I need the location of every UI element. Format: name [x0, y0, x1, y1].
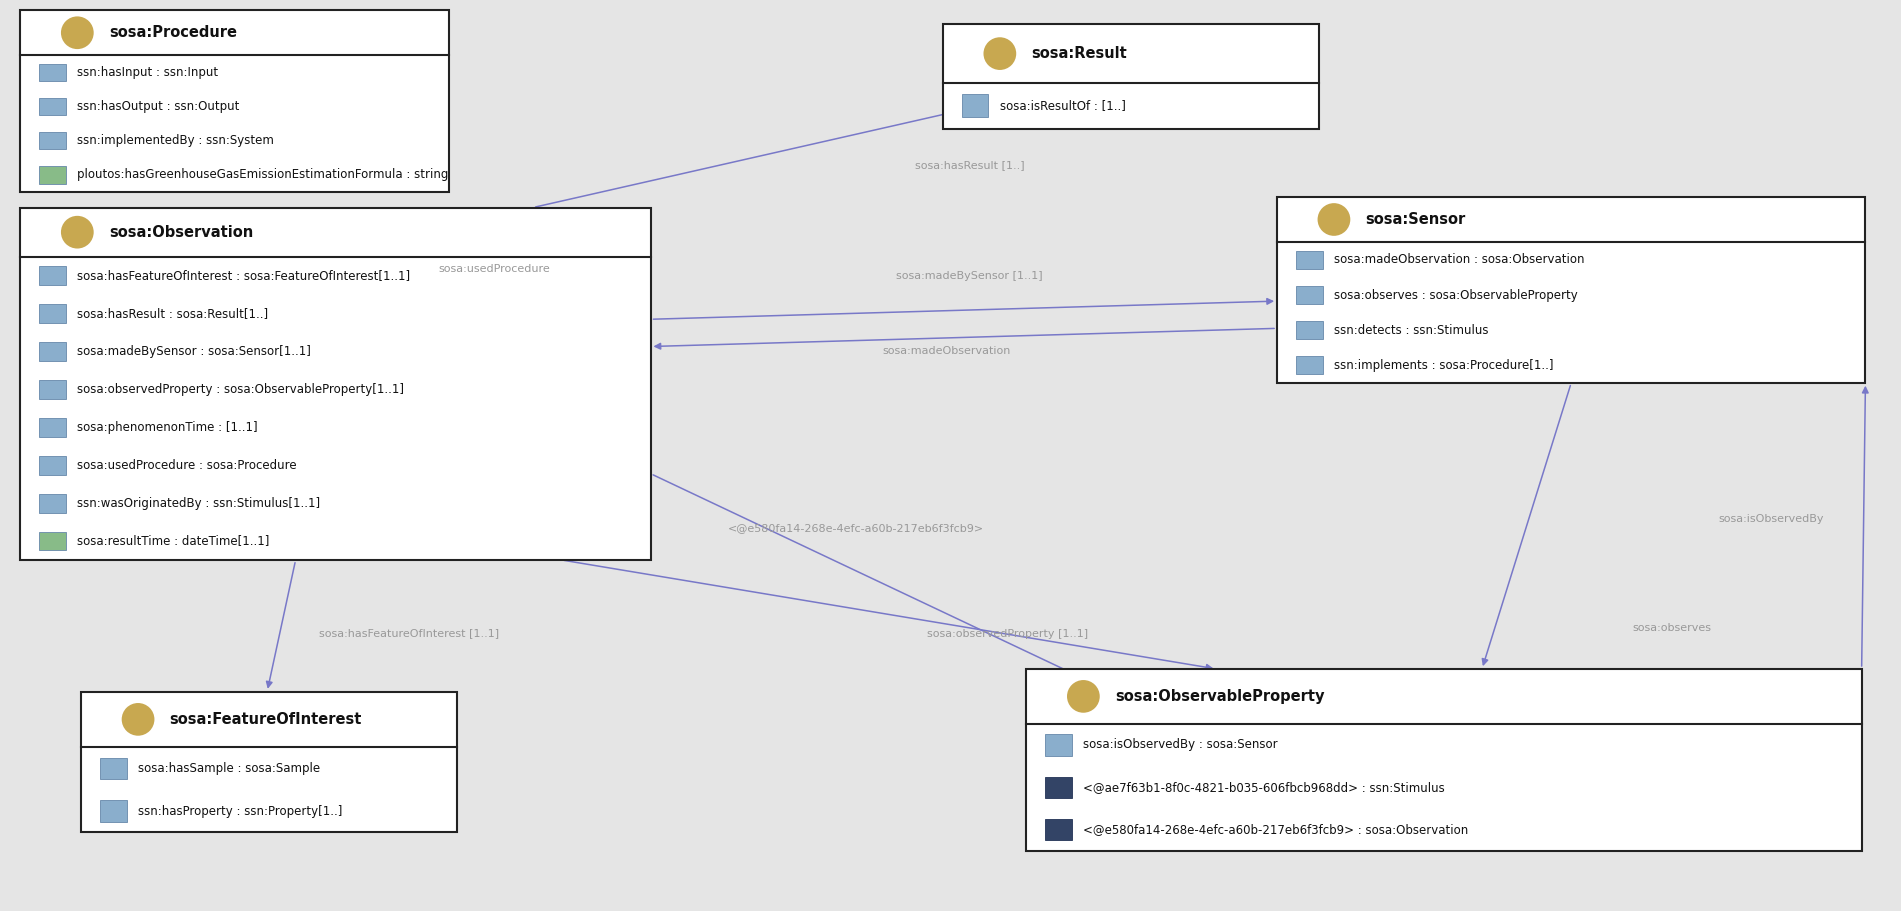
Text: sosa:usedProcedure : sosa:Procedure: sosa:usedProcedure : sosa:Procedure: [78, 459, 297, 472]
Bar: [21, 10, 449, 192]
Bar: [40, 97, 67, 115]
Bar: [40, 266, 67, 285]
Bar: [40, 380, 67, 399]
Text: sosa:madeBySensor : sosa:Sensor[1..1]: sosa:madeBySensor : sosa:Sensor[1..1]: [78, 345, 312, 358]
Bar: [40, 342, 67, 361]
Bar: [962, 95, 989, 118]
Text: sosa:isObservedBy : sosa:Sensor: sosa:isObservedBy : sosa:Sensor: [1084, 739, 1277, 752]
Text: ssn:hasProperty : ssn:Property[1..]: ssn:hasProperty : ssn:Property[1..]: [139, 804, 342, 817]
Bar: [40, 456, 67, 475]
Bar: [1296, 322, 1323, 339]
Bar: [1296, 286, 1323, 303]
Text: sosa:Sensor: sosa:Sensor: [1365, 212, 1466, 227]
Text: sosa:phenomenonTime : [1..1]: sosa:phenomenonTime : [1..1]: [78, 421, 259, 434]
Text: <@ae7f63b1-8f0c-4821-b035-606fbcb968dd> : ssn:Stimulus: <@ae7f63b1-8f0c-4821-b035-606fbcb968dd> …: [1084, 781, 1445, 793]
Ellipse shape: [1066, 680, 1101, 712]
Ellipse shape: [61, 216, 93, 249]
Bar: [1046, 734, 1072, 755]
Bar: [21, 208, 650, 560]
Text: sosa:hasFeatureOfInterest : sosa:FeatureOfInterest[1..1]: sosa:hasFeatureOfInterest : sosa:Feature…: [78, 270, 411, 282]
Text: sosa:isObservedBy: sosa:isObservedBy: [1719, 514, 1823, 524]
Bar: [40, 304, 67, 323]
Text: sosa:observedProperty [1..1]: sosa:observedProperty [1..1]: [928, 630, 1087, 640]
Text: <@e580fa14-268e-4efc-a60b-217eb6f3fcb9>: <@e580fa14-268e-4efc-a60b-217eb6f3fcb9>: [728, 523, 983, 533]
Text: sosa:observes : sosa:ObservableProperty: sosa:observes : sosa:ObservableProperty: [1335, 289, 1578, 302]
Text: sosa:usedProcedure: sosa:usedProcedure: [437, 264, 549, 274]
Text: sosa:hasResult : sosa:Result[1..]: sosa:hasResult : sosa:Result[1..]: [78, 307, 268, 320]
Bar: [1296, 356, 1323, 374]
Text: sosa:Result: sosa:Result: [1032, 46, 1127, 61]
Text: sosa:FeatureOfInterest: sosa:FeatureOfInterest: [169, 711, 361, 727]
Bar: [40, 494, 67, 513]
Text: sosa:Procedure: sosa:Procedure: [108, 26, 238, 40]
Text: sosa:observedProperty : sosa:ObservableProperty[1..1]: sosa:observedProperty : sosa:ObservableP…: [78, 383, 405, 396]
Text: ssn:hasOutput : ssn:Output: ssn:hasOutput : ssn:Output: [78, 100, 240, 113]
Text: sosa:Observation: sosa:Observation: [108, 225, 253, 240]
Ellipse shape: [122, 703, 154, 736]
Bar: [40, 418, 67, 436]
Text: ssn:hasInput : ssn:Input: ssn:hasInput : ssn:Input: [78, 66, 219, 78]
Bar: [1296, 251, 1323, 269]
Text: sosa:madeObservation : sosa:Observation: sosa:madeObservation : sosa:Observation: [1335, 253, 1584, 266]
Bar: [40, 167, 67, 183]
Text: ssn:implementedBy : ssn:System: ssn:implementedBy : ssn:System: [78, 134, 274, 148]
Text: sosa:hasResult [1..]: sosa:hasResult [1..]: [914, 159, 1025, 169]
Text: ssn:wasOriginatedBy : ssn:Stimulus[1..1]: ssn:wasOriginatedBy : ssn:Stimulus[1..1]: [78, 496, 321, 509]
Text: sosa:madeBySensor [1..1]: sosa:madeBySensor [1..1]: [895, 271, 1044, 281]
Bar: [40, 132, 67, 149]
Text: <@e580fa14-268e-4efc-a60b-217eb6f3fcb9> : sosa:Observation: <@e580fa14-268e-4efc-a60b-217eb6f3fcb9> …: [1084, 823, 1469, 836]
Bar: [1277, 197, 1865, 383]
Bar: [101, 758, 127, 779]
Bar: [943, 24, 1319, 128]
Bar: [101, 801, 127, 822]
Bar: [40, 531, 67, 550]
Text: sosa:hasFeatureOfInterest [1..1]: sosa:hasFeatureOfInterest [1..1]: [319, 628, 500, 638]
Text: sosa:ObservableProperty: sosa:ObservableProperty: [1114, 689, 1325, 704]
Bar: [82, 691, 456, 833]
Text: sosa:isResultOf : [1..]: sosa:isResultOf : [1..]: [1000, 99, 1125, 112]
Text: sosa:observes: sosa:observes: [1633, 623, 1711, 633]
Text: sosa:madeObservation: sosa:madeObservation: [882, 346, 1011, 356]
Ellipse shape: [1317, 203, 1350, 236]
Ellipse shape: [983, 37, 1017, 70]
Text: ssn:implements : sosa:Procedure[1..]: ssn:implements : sosa:Procedure[1..]: [1335, 359, 1553, 372]
Bar: [1046, 777, 1072, 798]
Text: ploutos:hasGreenhouseGasEmissionEstimationFormula : string: ploutos:hasGreenhouseGasEmissionEstimati…: [78, 169, 449, 181]
Bar: [1046, 819, 1072, 840]
Bar: [1027, 669, 1861, 851]
Text: sosa:resultTime : dateTime[1..1]: sosa:resultTime : dateTime[1..1]: [78, 535, 270, 548]
Text: sosa:hasSample : sosa:Sample: sosa:hasSample : sosa:Sample: [139, 762, 319, 775]
Ellipse shape: [61, 16, 93, 49]
Bar: [40, 64, 67, 81]
Text: ssn:detects : ssn:Stimulus: ssn:detects : ssn:Stimulus: [1335, 323, 1488, 337]
